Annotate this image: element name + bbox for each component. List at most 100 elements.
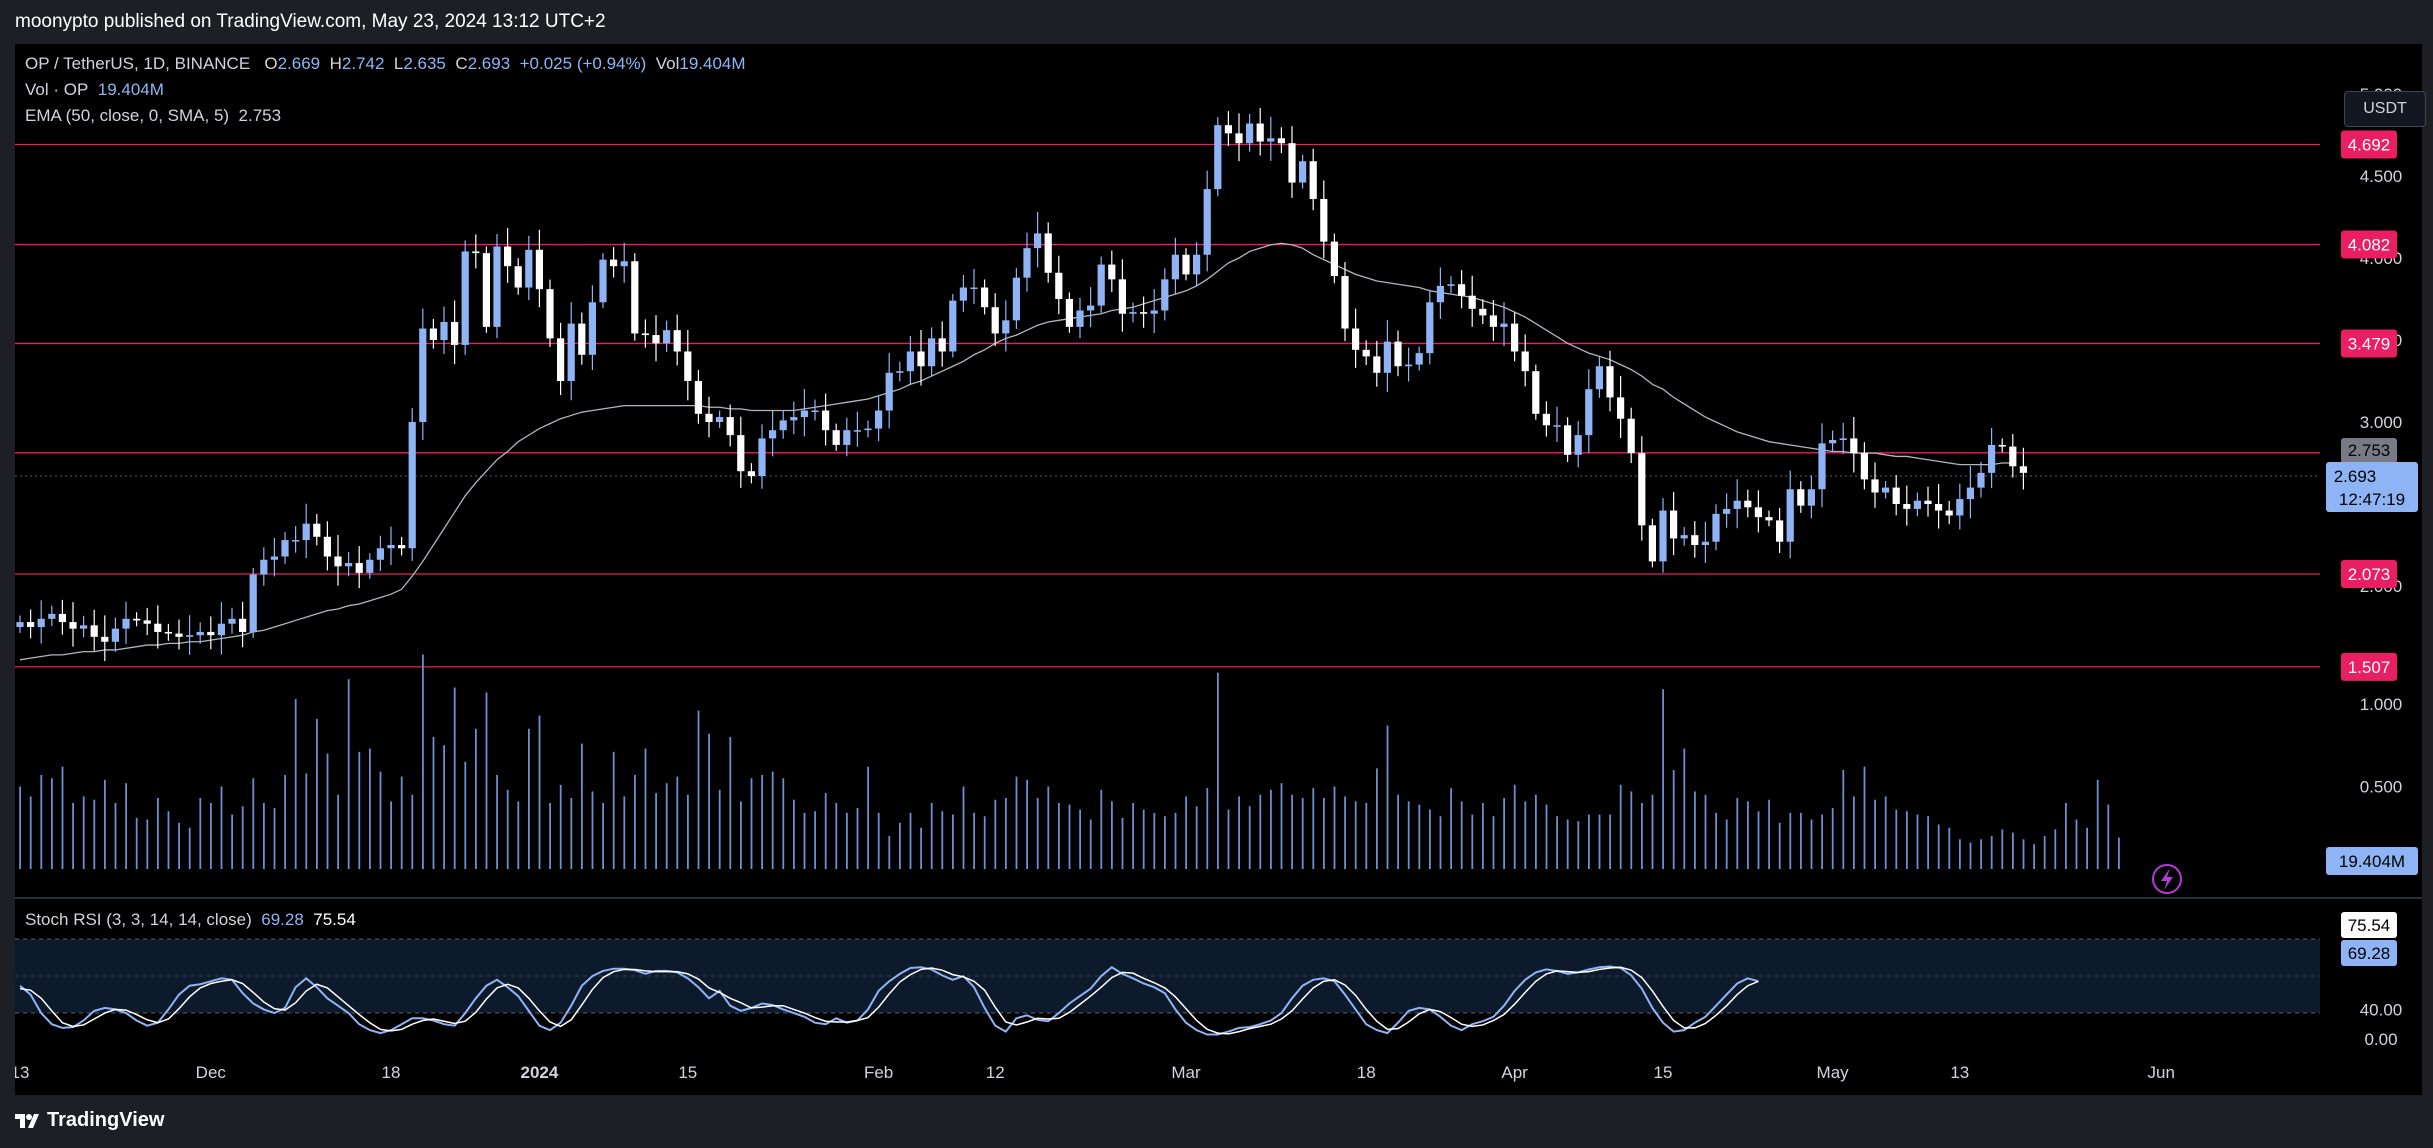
candle-body[interactable] xyxy=(620,261,628,267)
candle-body[interactable] xyxy=(747,471,755,477)
candle-body[interactable] xyxy=(652,335,660,344)
candle-body[interactable] xyxy=(1691,535,1699,545)
candle-body[interactable] xyxy=(1786,489,1794,542)
candle-body[interactable] xyxy=(1913,500,1921,509)
chart-svg[interactable]: 5.0004.5004.0003.5003.0002.5002.0001.000… xyxy=(15,44,2422,1095)
candle-body[interactable] xyxy=(419,328,427,422)
candle-body[interactable] xyxy=(1807,489,1815,506)
candle-body[interactable] xyxy=(80,625,88,629)
candle-body[interactable] xyxy=(69,622,77,629)
candle-body[interactable] xyxy=(928,338,936,367)
candle-body[interactable] xyxy=(1966,487,1974,500)
candle-body[interactable] xyxy=(525,249,533,288)
candle-body[interactable] xyxy=(938,338,946,352)
candle-body[interactable] xyxy=(122,618,130,629)
candle-body[interactable] xyxy=(1320,198,1328,242)
candle-body[interactable] xyxy=(1256,123,1264,142)
candle-body[interactable] xyxy=(1585,389,1593,436)
candle-body[interactable] xyxy=(1998,444,2006,447)
candle-body[interactable] xyxy=(1203,189,1211,255)
candle-body[interactable] xyxy=(376,548,384,560)
candle-body[interactable] xyxy=(175,633,183,637)
candle-body[interactable] xyxy=(1235,133,1243,144)
candle-body[interactable] xyxy=(482,253,490,327)
candle-body[interactable] xyxy=(143,620,151,624)
candle-body[interactable] xyxy=(408,422,416,549)
candle-body[interactable] xyxy=(366,559,374,573)
candle-body[interactable] xyxy=(1680,535,1688,539)
candle-body[interactable] xyxy=(1829,440,1837,444)
candle-body[interactable] xyxy=(694,381,702,414)
candle-body[interactable] xyxy=(1532,371,1540,414)
currency-button[interactable]: USDT xyxy=(2344,91,2426,127)
candle-body[interactable] xyxy=(1542,413,1550,426)
candle-body[interactable] xyxy=(1670,510,1678,539)
candle-body[interactable] xyxy=(1924,500,1932,504)
candle-body[interactable] xyxy=(726,417,734,436)
candle-body[interactable] xyxy=(1065,299,1073,327)
candle-body[interactable] xyxy=(1945,510,1953,516)
candle-body[interactable] xyxy=(334,556,342,567)
candle-body[interactable] xyxy=(1617,397,1625,419)
candle-body[interactable] xyxy=(451,321,459,345)
candle-body[interactable] xyxy=(631,261,639,334)
candle-body[interactable] xyxy=(875,410,883,429)
candle-body[interactable] xyxy=(1511,323,1519,352)
symbol-name[interactable]: OP / TetherUS, 1D, BINANCE xyxy=(25,54,251,73)
candle-body[interactable] xyxy=(1118,279,1126,314)
candle-body[interactable] xyxy=(1394,341,1402,367)
candle-body[interactable] xyxy=(101,636,109,642)
candle-body[interactable] xyxy=(535,249,543,290)
candle-body[interactable] xyxy=(1521,351,1529,372)
candle-body[interactable] xyxy=(1765,517,1773,521)
candle-body[interactable] xyxy=(1553,425,1561,427)
candle-body[interactable] xyxy=(1002,320,1010,334)
candle-body[interactable] xyxy=(1405,364,1413,367)
candle-body[interactable] xyxy=(1288,143,1296,183)
candle-body[interactable] xyxy=(1277,138,1285,144)
volume-legend[interactable]: Vol · OP 19.404M xyxy=(25,80,164,100)
candle-body[interactable] xyxy=(546,289,554,339)
candle-body[interactable] xyxy=(387,545,395,549)
candle-body[interactable] xyxy=(1818,443,1826,490)
candle-body[interactable] xyxy=(1193,254,1201,275)
candle-body[interactable] xyxy=(1860,453,1868,480)
candle-body[interactable] xyxy=(228,618,236,624)
candle-body[interactable] xyxy=(429,328,437,340)
candle-body[interactable] xyxy=(1733,500,1741,509)
candle-body[interactable] xyxy=(1977,472,1985,488)
candle-body[interactable] xyxy=(906,351,914,372)
candle-body[interactable] xyxy=(779,420,787,431)
candle-body[interactable] xyxy=(1214,125,1222,190)
candle-body[interactable] xyxy=(599,259,607,303)
candle-body[interactable] xyxy=(1871,479,1879,493)
candle-body[interactable] xyxy=(991,307,999,334)
candle-body[interactable] xyxy=(281,540,289,557)
candle-body[interactable] xyxy=(58,613,66,623)
candle-body[interactable] xyxy=(1246,123,1254,144)
candle-body[interactable] xyxy=(1108,264,1116,280)
candle-body[interactable] xyxy=(1330,241,1338,277)
candle-body[interactable] xyxy=(822,410,830,431)
candle-body[interactable] xyxy=(504,246,512,267)
candle-body[interactable] xyxy=(1606,366,1614,398)
candle-body[interactable] xyxy=(1839,438,1847,441)
candle-body[interactable] xyxy=(398,545,406,549)
candle-body[interactable] xyxy=(588,302,596,355)
candle-body[interactable] xyxy=(567,323,575,381)
candle-body[interactable] xyxy=(1744,500,1752,508)
candle-body[interactable] xyxy=(514,266,522,288)
candle-body[interactable] xyxy=(758,438,766,477)
candle-body[interactable] xyxy=(790,417,798,421)
candle-body[interactable] xyxy=(1426,302,1434,354)
candle-body[interactable] xyxy=(716,417,724,422)
candle-body[interactable] xyxy=(217,623,225,636)
candle-body[interactable] xyxy=(769,430,777,439)
candle-body[interactable] xyxy=(16,622,24,627)
candle-body[interactable] xyxy=(154,623,162,632)
candle-body[interactable] xyxy=(48,613,56,619)
candle-body[interactable] xyxy=(2009,446,2017,467)
candle-body[interactable] xyxy=(1076,310,1084,327)
candle-body[interactable] xyxy=(164,631,172,634)
candle-body[interactable] xyxy=(1383,341,1391,373)
